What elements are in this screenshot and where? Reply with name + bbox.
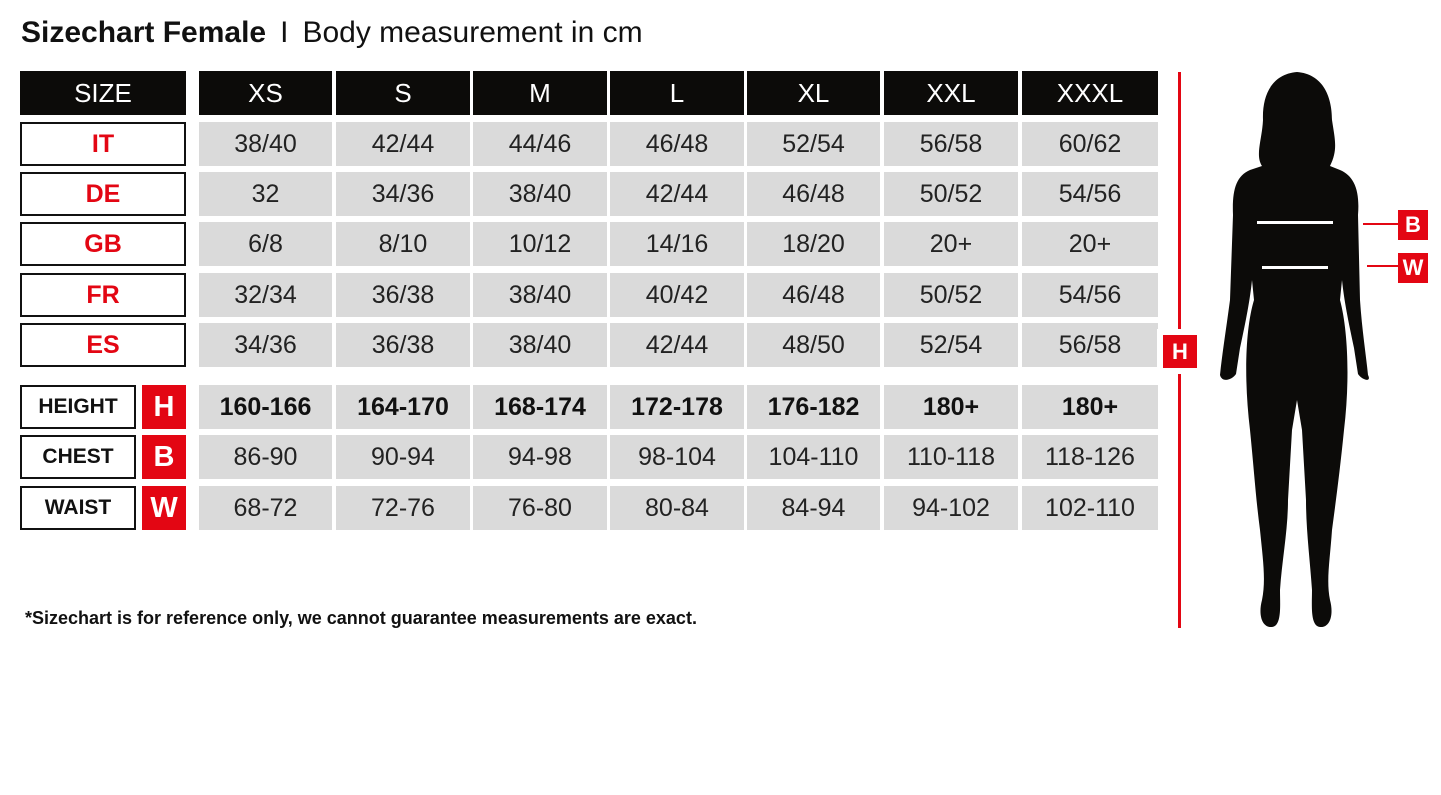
- table-cell: 94-98: [473, 435, 607, 479]
- size-system-label: DE: [20, 172, 186, 216]
- table-cell: 110-118: [884, 435, 1018, 479]
- table-cell: 118-126: [1022, 435, 1158, 479]
- table-cell: 48/50: [747, 323, 880, 367]
- table-cell: 20+: [1022, 222, 1158, 266]
- measurement-label: WAIST: [20, 486, 136, 530]
- table-cell: 56/58: [1022, 323, 1158, 367]
- table-cell: 180+: [884, 385, 1018, 429]
- table-cell: 68-72: [199, 486, 332, 530]
- size-column-header: S: [336, 71, 470, 115]
- height-marker: H: [1163, 335, 1197, 368]
- table-cell: 164-170: [336, 385, 470, 429]
- table-cell: 54/56: [1022, 273, 1158, 317]
- table-cell: 6/8: [199, 222, 332, 266]
- table-cell: 52/54: [884, 323, 1018, 367]
- table-cell: 42/44: [610, 172, 744, 216]
- size-column-header: XS: [199, 71, 332, 115]
- table-cell: 84-94: [747, 486, 880, 530]
- table-cell: 76-80: [473, 486, 607, 530]
- table-cell: 86-90: [199, 435, 332, 479]
- table-cell: 32: [199, 172, 332, 216]
- table-cell: 14/16: [610, 222, 744, 266]
- table-cell: 80-84: [610, 486, 744, 530]
- table-cell: 102-110: [1022, 486, 1158, 530]
- table-cell: 8/10: [336, 222, 470, 266]
- table-cell: 50/52: [884, 172, 1018, 216]
- measurement-code: W: [142, 486, 186, 530]
- table-cell: 90-94: [336, 435, 470, 479]
- table-cell: 36/38: [336, 273, 470, 317]
- table-cell: 46/48: [610, 122, 744, 166]
- table-cell: 10/12: [473, 222, 607, 266]
- table-cell: 38/40: [473, 172, 607, 216]
- waist-marker: W: [1398, 253, 1428, 283]
- table-cell: 38/40: [473, 273, 607, 317]
- table-cell: 172-178: [610, 385, 744, 429]
- measurement-code: H: [142, 385, 186, 429]
- table-cell: 32/34: [199, 273, 332, 317]
- size-column-header: XXL: [884, 71, 1018, 115]
- table-cell: 46/48: [747, 172, 880, 216]
- size-column-header: XL: [747, 71, 880, 115]
- table-cell: 104-110: [747, 435, 880, 479]
- table-cell: 168-174: [473, 385, 607, 429]
- table-cell: 160-166: [199, 385, 332, 429]
- table-cell: 44/46: [473, 122, 607, 166]
- table-cell: 50/52: [884, 273, 1018, 317]
- table-cell: 20+: [884, 222, 1018, 266]
- size-system-label: ES: [20, 323, 186, 367]
- table-cell: 98-104: [610, 435, 744, 479]
- table-cell: 38/40: [199, 122, 332, 166]
- table-cell: 52/54: [747, 122, 880, 166]
- size-column-header: L: [610, 71, 744, 115]
- table-cell: 180+: [1022, 385, 1158, 429]
- size-column-header: M: [473, 71, 607, 115]
- size-system-label: GB: [20, 222, 186, 266]
- disclaimer-note: *Sizechart is for reference only, we can…: [25, 608, 697, 628]
- table-cell: 72-76: [336, 486, 470, 530]
- table-cell: 34/36: [199, 323, 332, 367]
- table-cell: 46/48: [747, 273, 880, 317]
- size-column-header: XXXL: [1022, 71, 1158, 115]
- measurement-label: CHEST: [20, 435, 136, 479]
- table-cell: 38/40: [473, 323, 607, 367]
- size-header: SIZE: [20, 71, 186, 115]
- table-cell: 34/36: [336, 172, 470, 216]
- chest-marker: B: [1398, 210, 1428, 240]
- table-cell: 54/56: [1022, 172, 1158, 216]
- page-title: Sizechart Female I Body measurement in cm: [21, 16, 643, 49]
- table-cell: 56/58: [884, 122, 1018, 166]
- table-cell: 94-102: [884, 486, 1018, 530]
- measurement-label: HEIGHT: [20, 385, 136, 429]
- measurement-code: B: [142, 435, 186, 479]
- table-cell: 42/44: [336, 122, 470, 166]
- table-cell: 18/20: [747, 222, 880, 266]
- table-cell: 42/44: [610, 323, 744, 367]
- size-system-label: FR: [20, 273, 186, 317]
- table-cell: 36/38: [336, 323, 470, 367]
- table-cell: 40/42: [610, 273, 744, 317]
- table-cell: 176-182: [747, 385, 880, 429]
- size-system-label: IT: [20, 122, 186, 166]
- table-cell: 60/62: [1022, 122, 1158, 166]
